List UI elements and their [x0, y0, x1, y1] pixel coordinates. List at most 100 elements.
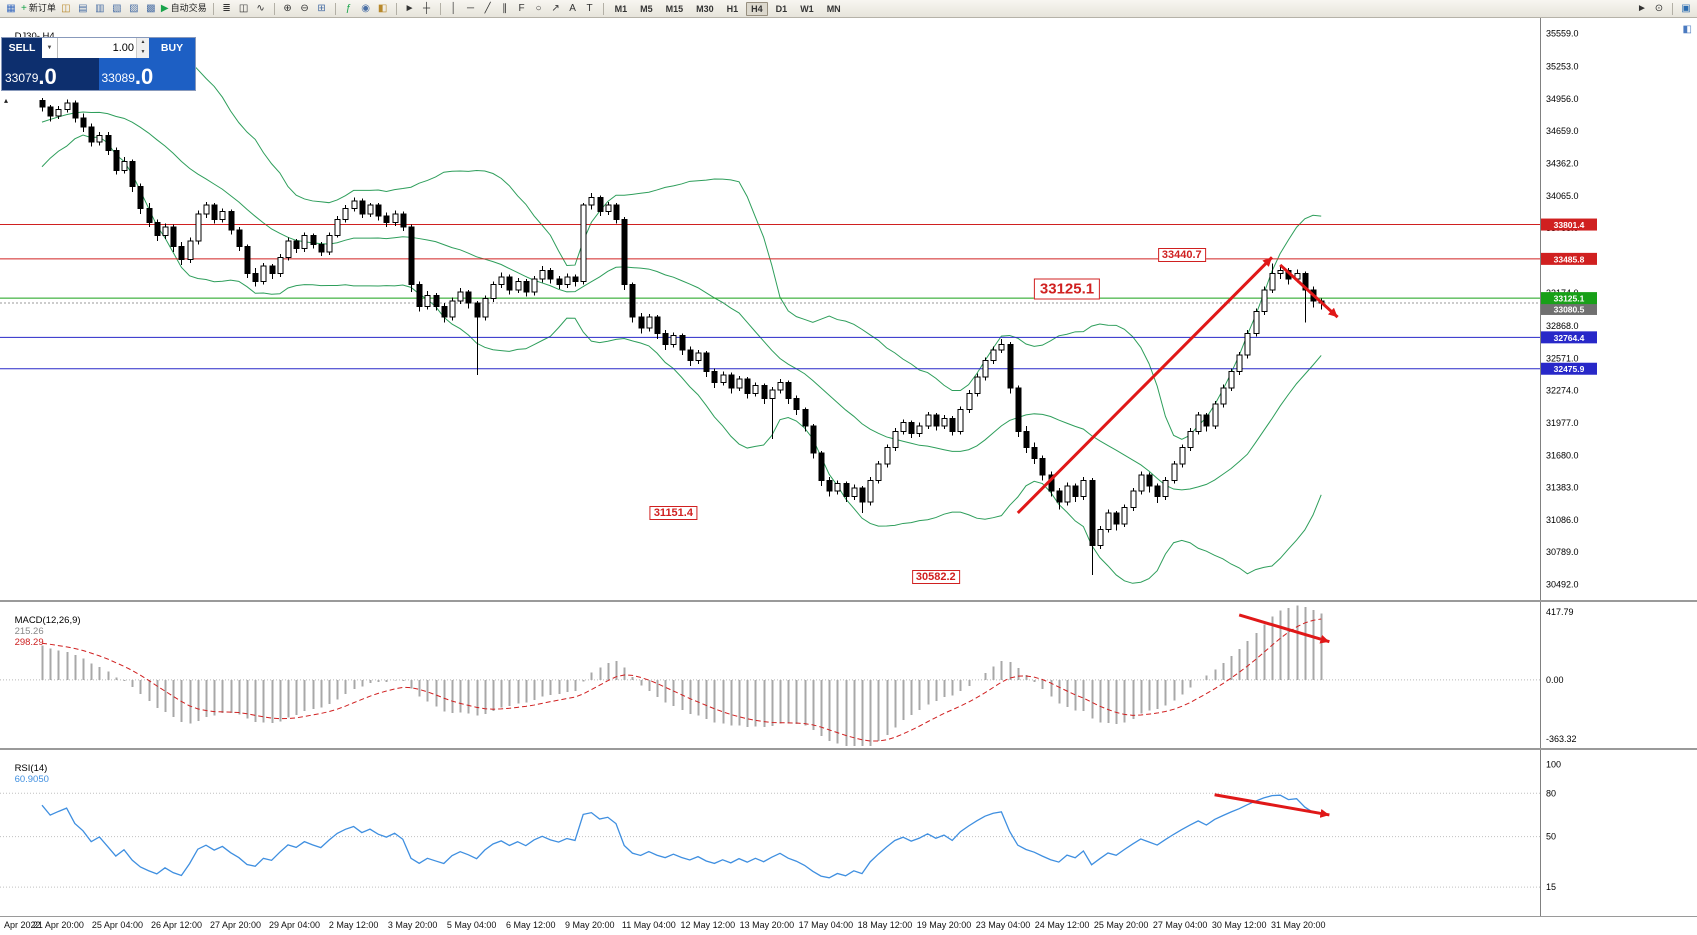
time-axis-label: 17 May 04:00 — [798, 920, 854, 930]
time-axis-label: 21 Apr 20:00 — [32, 920, 84, 930]
time-axis-label: 27 Apr 20:00 — [209, 920, 262, 930]
new-order-button: + — [21, 2, 27, 14]
strategy-tester-icon[interactable]: ▩ — [144, 2, 158, 16]
toolbar-separator — [212, 2, 214, 15]
sell-price[interactable]: 33079 .0 — [2, 58, 99, 90]
price-callout[interactable]: 33125.1 — [1033, 278, 1101, 300]
volume-input[interactable] — [58, 38, 136, 58]
channel-icon: ∥ — [502, 2, 508, 14]
new-chart-icon[interactable]: ▦ — [4, 2, 18, 16]
timeframe-d1-button[interactable]: D1 — [775, 3, 788, 14]
panel-splitter[interactable] — [0, 748, 1697, 750]
bar-chart-icon: ≣ — [222, 2, 231, 14]
timeframe-h1-button[interactable]: H1 — [726, 3, 739, 14]
cursor-icon[interactable]: ► — [403, 2, 417, 16]
navigator-icon[interactable]: ▧ — [110, 2, 124, 16]
price-axis-label: 31086.0 — [1546, 515, 1579, 525]
price-callout[interactable]: 31151.4 — [649, 505, 697, 520]
candlestick-chart-icon[interactable]: ◫ — [237, 2, 251, 16]
terminal-icon[interactable]: ▨ — [127, 2, 141, 16]
pointer-icon[interactable]: ► — [1635, 2, 1649, 16]
templates-icon[interactable]: ◧ — [376, 2, 390, 16]
profiles-icon: ◫ — [61, 2, 71, 14]
zoom-in-icon[interactable]: ⊕ — [281, 2, 295, 16]
time-axis-label: 29 Apr 04:00 — [269, 920, 321, 930]
time-axis-label: 18 May 12:00 — [857, 920, 913, 930]
profiles-icon[interactable]: ◫ — [59, 2, 73, 16]
vertical-line-icon[interactable]: │ — [447, 2, 461, 16]
rsi-axis-label: 15 — [1546, 882, 1556, 892]
market-watch-icon[interactable]: ▤ — [76, 2, 90, 16]
sell-price-dec: .0 — [38, 64, 57, 89]
toolbar-separator — [334, 2, 336, 15]
trend-arrow[interactable] — [1279, 263, 1339, 319]
buy-price[interactable]: 33089 .0 — [98, 58, 195, 90]
line-chart-icon[interactable]: ∿ — [254, 2, 268, 16]
price-callout[interactable]: 30582.2 — [911, 570, 960, 585]
volume-dropdown[interactable]: ▼ — [42, 38, 58, 58]
timeframes-icon[interactable]: ◉ — [359, 2, 373, 16]
timeframe-mn-button[interactable]: MN — [826, 3, 841, 14]
main-chart-panel[interactable]: DJ30-,H4 33052.5 33083.5 33028.5 33080.5… — [0, 18, 1697, 600]
toolbar-separator — [1672, 2, 1673, 15]
trend-arrow[interactable] — [1238, 613, 1330, 644]
price-callout[interactable]: 33440.7 — [1157, 248, 1206, 263]
crosshair-icon[interactable]: ┼ — [420, 2, 434, 16]
time-axis-label: 13 May 20:00 — [739, 920, 795, 930]
shapes-icon[interactable]: ○ — [532, 2, 546, 16]
indicators-icon[interactable]: ƒ — [342, 2, 356, 16]
macd-panel[interactable]: MACD(12,26,9) 215.26 298.29 417.79 0.00 -3… — [0, 602, 1697, 748]
text-icon[interactable]: A — [566, 2, 580, 16]
autotrading-button-label: 自动交易 — [170, 3, 207, 13]
arrows-tool-icon[interactable]: ↗ — [549, 2, 563, 16]
price-axis-label: 32571.0 — [1546, 353, 1579, 363]
zoom-out-icon[interactable]: ⊖ — [298, 2, 312, 16]
spinner-down-icon[interactable]: ▼ — [140, 49, 146, 55]
volume-spinner[interactable]: ▲ ▼ — [136, 38, 149, 58]
channel-icon[interactable]: ∥ — [498, 2, 512, 16]
sell-button[interactable]: SELL — [2, 38, 42, 58]
toolbar-separator — [395, 2, 397, 15]
timeframe-w1-button[interactable]: W1 — [800, 3, 814, 14]
autotrading-button[interactable]: ▶ 自动交易 — [161, 2, 207, 16]
tile-windows-icon[interactable]: ⊞ — [315, 2, 329, 16]
price-axis-label: 31680.0 — [1546, 450, 1579, 460]
horizontal-line-icon[interactable]: ─ — [464, 2, 478, 16]
time-axis-label: 11 May 04:00 — [621, 920, 676, 930]
macd-axis-label: 417.79 — [1546, 607, 1574, 617]
bollinger-band-line — [41, 111, 1322, 491]
data-window-icon[interactable]: ▥ — [93, 2, 107, 16]
trend-arrow[interactable] — [1016, 256, 1274, 515]
magnifier-icon[interactable]: ⊙ — [1652, 2, 1666, 16]
one-click-collapse-icon[interactable]: ▴ — [4, 96, 9, 105]
zoom-in-icon: ⊕ — [283, 2, 292, 14]
shapes-icon: ○ — [535, 2, 542, 14]
label-icon[interactable]: T — [583, 2, 597, 16]
new-window-icon: ▣ — [1681, 2, 1691, 14]
time-axis-label: 2 May 12:00 — [328, 920, 379, 930]
timeframe-m30-button[interactable]: M30 — [696, 3, 714, 14]
rsi-panel[interactable]: RSI(14) 60.9050 100 80 50 15 — [0, 750, 1697, 916]
new-window-icon[interactable]: ▣ — [1679, 2, 1693, 16]
bar-chart-icon[interactable]: ≣ — [220, 2, 234, 16]
rsi-line — [41, 794, 1322, 879]
price-axis-label: 35253.0 — [1546, 62, 1579, 72]
panel-splitter[interactable] — [0, 600, 1697, 602]
timeframe-h4-button[interactable]: H4 — [746, 1, 768, 16]
timeframe-m5-button[interactable]: M5 — [640, 3, 653, 14]
trend-arrow[interactable] — [1214, 793, 1330, 818]
macd-axis-label: -363.32 — [1546, 734, 1577, 744]
spinner-up-icon[interactable]: ▲ — [140, 39, 146, 45]
trendline-icon[interactable]: ╱ — [481, 2, 495, 16]
time-axis-label: 23 May 04:00 — [975, 920, 1031, 930]
price-axis-label: 34956.0 — [1546, 94, 1579, 104]
new-order-button[interactable]: + 新订单 — [21, 2, 56, 16]
buy-button[interactable]: BUY — [149, 38, 195, 58]
timeframe-m15-button[interactable]: M15 — [665, 3, 684, 14]
fibonacci-icon[interactable]: F — [515, 2, 529, 16]
trendline-icon: ╱ — [484, 2, 491, 14]
text-icon: A — [569, 2, 576, 14]
bollinger-band-line — [41, 53, 1322, 440]
chart-corner-icon[interactable]: ◧ — [1682, 24, 1692, 35]
timeframe-m1-button[interactable]: M1 — [614, 3, 628, 14]
